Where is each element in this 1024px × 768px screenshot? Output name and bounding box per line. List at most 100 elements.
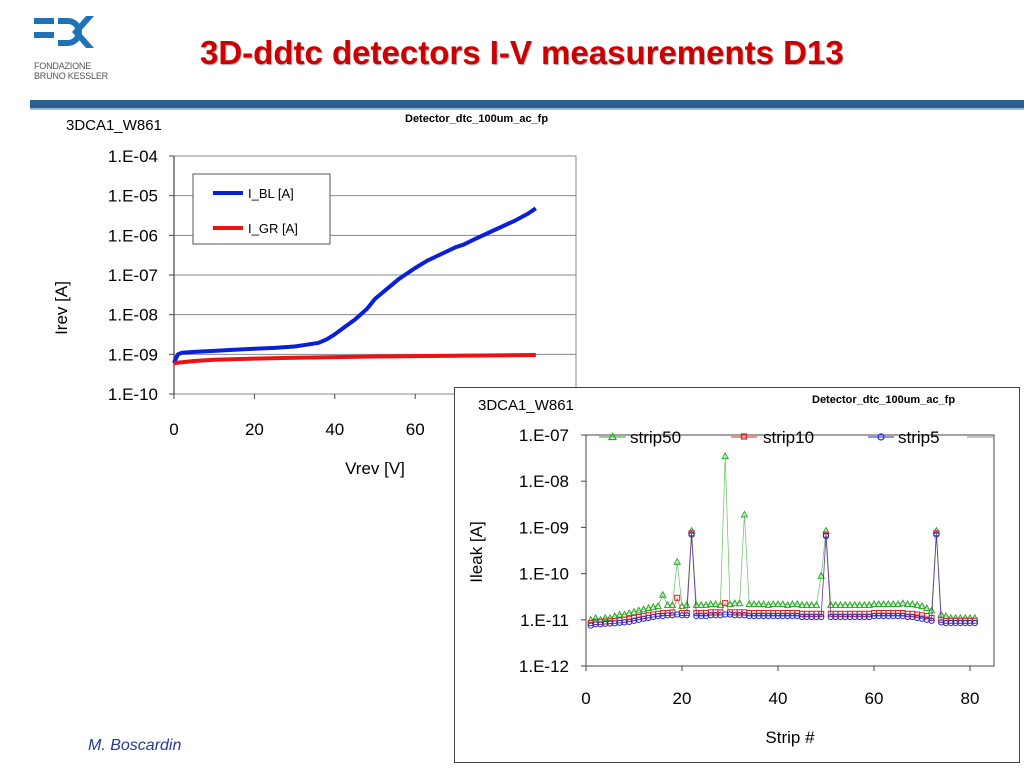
chart2-point-strip50 <box>615 610 624 618</box>
chart2-legend-strip50-marker <box>607 432 618 441</box>
chart2-point-strip5 <box>688 531 695 538</box>
chart2-point-strip50 <box>812 600 821 608</box>
chart2-y-tick-label: 1.E-08 <box>519 472 569 491</box>
chart2-point-strip50 <box>778 599 787 607</box>
chart2-y-label: Ileak [A] <box>467 521 486 582</box>
chart2-point-strip50 <box>807 600 816 608</box>
chart2-point-strip50 <box>870 599 878 607</box>
chart2-x-tick-label: 40 <box>769 689 788 708</box>
header-rule <box>30 100 1024 108</box>
chart2-point-strip50 <box>764 600 773 608</box>
chart2-point-strip50 <box>831 600 840 608</box>
chart2-point-strip50 <box>826 600 835 608</box>
chart2-point-strip50 <box>625 608 634 616</box>
chart2-point-strip50 <box>908 599 917 607</box>
logo-subtitle-line1: FONDAZIONE <box>34 61 92 71</box>
chart1-title: Detector_dtc_100um_ac_fp <box>405 113 548 125</box>
chart2-sample-label: 3DCA1_W861 <box>478 397 574 414</box>
chart1-x-tick-label: 60 <box>406 420 425 439</box>
chart1-y-tick-label: 1.E-08 <box>108 306 158 325</box>
chart2-point-strip50 <box>649 602 658 610</box>
chart2-point-strip50 <box>668 600 677 608</box>
chart2-point-strip10 <box>717 609 724 616</box>
chart2-series-strip5-line <box>590 534 975 626</box>
chart2-point-strip50 <box>654 601 662 609</box>
chart1-y-label: Irev [A] <box>52 281 71 335</box>
chart2-point-strip5 <box>822 532 830 540</box>
chart2-point-strip50 <box>601 613 610 621</box>
chart2-point-strip50 <box>735 599 744 607</box>
chart2-legend-strip10: strip10 <box>763 428 814 447</box>
chart2-y-tick-label: 1.E-12 <box>519 657 569 676</box>
chart2-point-strip50 <box>922 603 931 611</box>
chart2-point-strip50 <box>850 600 859 608</box>
chart2-point-strip50 <box>783 600 792 608</box>
page-title: 3D-ddtc detectors I-V measurements D13 <box>200 34 844 71</box>
chart2-point-strip50 <box>865 600 874 608</box>
iv-chart: 3DCA1_W861 Detector_dtc_100um_ac_fp Irev… <box>52 113 577 478</box>
chart2-point-strip50 <box>754 599 763 607</box>
chart2-point-strip50 <box>702 600 710 608</box>
chart2-point-strip50 <box>639 605 648 613</box>
chart2-x-label: Strip # <box>765 728 815 747</box>
chart2-point-strip50 <box>634 606 643 614</box>
chart2-legend-strip50: strip50 <box>630 428 681 447</box>
chart2-x-tick-label: 20 <box>673 689 692 708</box>
chart2-point-strip50 <box>913 600 922 608</box>
chart1-x-label: Vrev [V] <box>345 459 405 478</box>
fbk-logo-mark <box>34 16 94 48</box>
chart2-point-strip5 <box>971 620 978 627</box>
chart2-point-strip5 <box>818 613 825 621</box>
chart2-y-tick-label: 1.E-09 <box>519 518 569 537</box>
chart2-point-strip50 <box>860 600 869 608</box>
chart1-sample-label: 3DCA1_W861 <box>66 117 162 134</box>
chart2-point-strip50 <box>841 600 850 608</box>
chart2-legend-strip5: strip5 <box>898 428 940 447</box>
chart2-x-tick-label: 80 <box>961 689 980 708</box>
chart2-point-strip50 <box>918 601 926 609</box>
chart2-point-strip50 <box>798 600 806 608</box>
chart1-y-tick-label: 1.E-07 <box>108 266 158 285</box>
chart2-point-strip50 <box>663 600 672 608</box>
chart2-point-strip50 <box>836 600 845 608</box>
chart2-point-strip50 <box>750 599 758 607</box>
chart2-point-strip50 <box>678 601 686 609</box>
chart2-point-strip5 <box>933 531 940 538</box>
chart2-point-strip50 <box>706 599 715 607</box>
chart2-point-strip50 <box>721 452 730 460</box>
chart2-point-strip10 <box>669 609 676 616</box>
chart2-point-strip5 <box>928 617 935 624</box>
chart2-series-strip10-line <box>590 533 975 624</box>
chart1-series-i-bl <box>172 206 537 364</box>
chart1-x-tick-label: 20 <box>245 420 264 439</box>
chart2-point-strip50 <box>898 599 907 607</box>
chart2-point-strip50 <box>711 599 720 607</box>
chart2-point-strip50 <box>889 599 898 607</box>
chart1-y-tick-label: 1.E-06 <box>108 226 158 245</box>
chart2-y-tick-label: 1.E-11 <box>520 611 569 630</box>
chart2-x-tick-label: 60 <box>865 689 884 708</box>
chart2-point-strip10 <box>674 594 681 601</box>
chart2-point-strip50 <box>726 599 734 607</box>
chart2-point-strip50 <box>697 600 706 608</box>
chart2-point-strip50 <box>774 599 782 607</box>
chart2-point-strip50 <box>630 607 638 615</box>
chart2-legend-strip5-marker <box>877 433 885 441</box>
chart2-y-tick-label: 1.E-10 <box>519 565 569 584</box>
author-name: M. Boscardin <box>88 737 182 754</box>
chart2-point-strip50 <box>903 599 912 607</box>
chart2-point-strip50 <box>793 599 802 607</box>
chart2-point-strip50 <box>879 599 888 607</box>
chart1-x-tick-label: 40 <box>325 420 344 439</box>
fbk-logo: FONDAZIONE BRUNO KESSLER <box>34 12 116 81</box>
chart2-point-strip50 <box>644 603 653 611</box>
chart2-point-strip50 <box>730 599 739 607</box>
chart2-point-strip50 <box>788 599 797 607</box>
chart2-plot-area <box>585 434 995 667</box>
chart2-point-strip50 <box>846 600 854 608</box>
chart2-point-strip50 <box>894 599 902 607</box>
chart1-legend-gr: I_GR [A] <box>248 221 298 236</box>
chart2-point-strip50 <box>745 599 754 607</box>
chart1-x-tick-label: 0 <box>169 420 178 439</box>
chart2-point-strip50 <box>759 599 768 607</box>
